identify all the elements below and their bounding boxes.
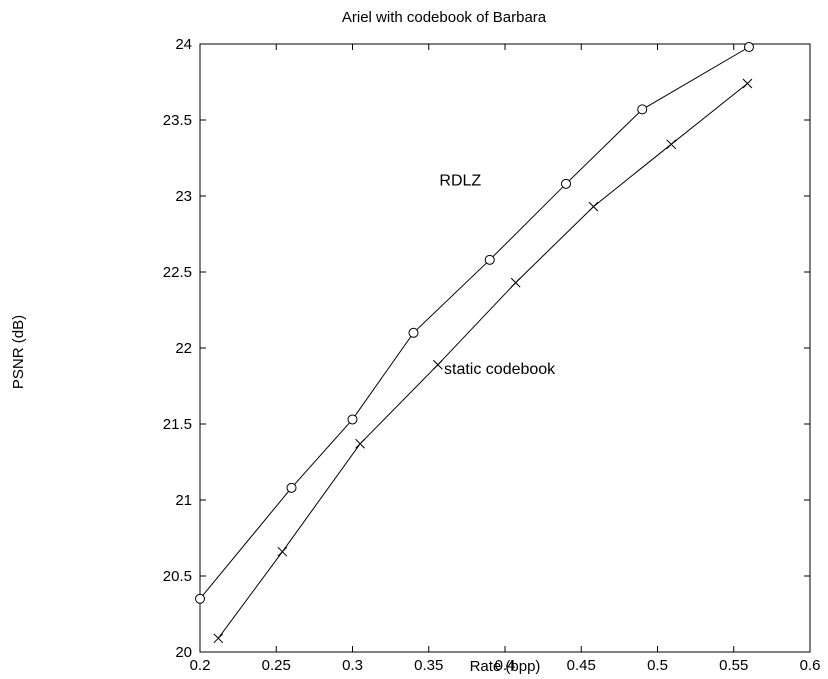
series-line-1 [217,83,748,639]
data-point-x [355,438,365,449]
x-tick-label: 0.25 [262,657,291,674]
data-point-circle [484,254,495,265]
data-point-x [742,78,753,89]
data-point-circle [408,327,419,338]
x-marker-stroke [510,277,521,288]
y-tick-label: 24 [175,36,192,53]
series-line-0 [199,46,750,600]
x-tick-label: 0.3 [342,657,363,674]
annotation-label: static codebook [444,361,556,378]
y-tick-label: 21 [175,492,192,509]
data-point-circle [195,593,205,604]
y-tick-label: 23 [175,188,192,205]
data-point-x [213,633,224,644]
data-point-x [666,139,677,150]
x-marker-stroke [742,78,753,89]
x-marker-stroke [588,201,599,212]
x-axis-label: Rate (bpp) [470,658,541,675]
data-point-circle [286,482,297,493]
x-marker-stroke [213,633,224,644]
annotation-label: RDLZ [439,172,481,189]
annotations: RDLZ static codebook [439,172,556,377]
y-tick-label: 21.5 [163,416,192,433]
x-tick-label: 0.2 [190,657,211,674]
y-axis-label: PSNR (dB) [10,315,27,389]
y-tick-label: 20 [175,644,192,661]
x-tick-label: 0.35 [414,657,443,674]
data-point-x [588,201,599,212]
data-point-circle [637,104,648,115]
y-tick-label: 23.5 [163,112,192,129]
plot-area [199,43,811,653]
y-tick-label: 22.5 [163,264,192,281]
data-point-circle [561,178,571,189]
y-tick-label: 20.5 [163,568,192,585]
axis-ticks: 0.2 0.25 0.3 0.35 0.4 0.45 0.5 0.55 0.6 20 20.5 21 2… [163,36,821,674]
data-point-x [277,546,288,557]
data-point-x [433,359,443,370]
x-marker-stroke [433,359,443,370]
x-marker-stroke [277,546,288,557]
data-point-circle [744,42,754,53]
data-point-x [510,277,521,288]
x-marker-stroke [666,139,677,150]
x-tick-label: 0.5 [647,657,668,674]
x-tick-label: 0.4 [495,657,516,674]
x-tick-label: 0.6 [800,657,821,674]
x-tick-label: 0.55 [719,657,748,674]
series-layer [195,42,754,644]
x-marker-stroke [355,438,365,449]
data-point-circle [347,414,358,425]
x-tick-label: 0.45 [567,657,596,674]
y-tick-label: 22 [175,340,192,357]
chart-title: Ariel with codebook of Barbara [342,9,547,26]
